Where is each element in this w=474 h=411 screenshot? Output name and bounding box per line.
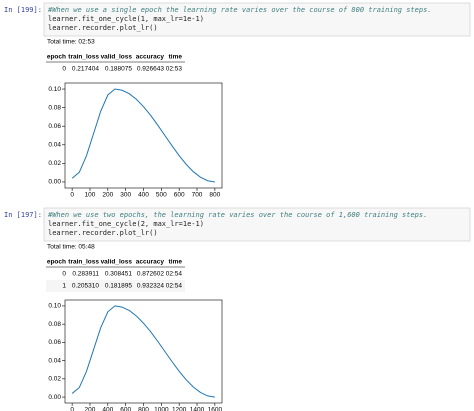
x-tick-label: 1000 [154, 407, 169, 411]
total-time: Total time: 05:48 [47, 244, 95, 251]
table-cell: 0.283911 [72, 271, 99, 278]
y-tick-label: 0.00 [48, 179, 61, 186]
plot-frame [64, 299, 223, 404]
x-tick-label: 100 [85, 192, 96, 199]
table-cell: 02:54 [166, 283, 183, 290]
x-tick-label: 600 [120, 407, 131, 411]
table-cell: 0.217404 [72, 66, 99, 73]
x-tick-label: 800 [138, 407, 149, 411]
total-time: Total time: 02:53 [47, 39, 95, 46]
y-tick-label: 0.00 [48, 394, 61, 401]
y-tick-label: 0.02 [48, 160, 61, 167]
y-tick-label: 0.04 [48, 357, 61, 364]
prompt: In [199]: [4, 6, 42, 14]
y-tick-label: 0.10 [48, 303, 61, 310]
x-tick-label: 400 [138, 192, 149, 199]
plot-frame [64, 82, 223, 189]
row-stripe [46, 280, 185, 292]
x-tick-label: 1200 [172, 407, 187, 411]
table-cell: 0.188075 [105, 66, 132, 73]
table-cell: 0.181895 [105, 283, 132, 290]
y-tick-label: 0.06 [48, 339, 61, 346]
table-cell: 0.926643 [137, 66, 164, 73]
x-tick-label: 200 [102, 192, 113, 199]
y-tick-label: 0.08 [48, 104, 61, 111]
table-cell: 0.205310 [72, 283, 99, 290]
x-tick-label: 800 [209, 192, 220, 199]
table-header: epoch [47, 259, 66, 266]
table-cell: 0.308451 [105, 271, 132, 278]
code-line: #When we use a single epoch the learning… [47, 6, 432, 14]
x-tick-label: 400 [102, 407, 113, 411]
table-header: train_loss [68, 259, 99, 266]
code-cell[interactable] [43, 2, 471, 37]
x-tick-label: 0 [70, 407, 74, 411]
x-tick-label: 1600 [208, 407, 223, 411]
lr-curve [71, 305, 215, 398]
table-cell: 0 [62, 66, 66, 73]
lr-curve [71, 88, 215, 183]
table-cell: 1 [62, 283, 66, 290]
y-tick-label: 0.10 [48, 86, 61, 93]
x-tick-label: 600 [174, 192, 185, 199]
code-line: learner.fit_one_cycle(2, max_lr=1e-1) [48, 220, 204, 228]
prompt: In [197]: [4, 211, 42, 219]
y-tick-label: 0.08 [48, 321, 61, 328]
table-cell: 0.872602 [137, 271, 164, 278]
table-header: accuracy [136, 259, 165, 266]
y-tick-label: 0.06 [48, 123, 61, 130]
table-header: valid_loss [101, 259, 133, 266]
code-line: #When we use two epochs, the learning ra… [47, 211, 427, 219]
x-tick-label: 0 [70, 192, 74, 199]
x-tick-label: 700 [192, 192, 203, 199]
y-tick-label: 0.02 [48, 376, 61, 383]
code-cell[interactable] [43, 207, 471, 242]
x-tick-label: 500 [156, 192, 167, 199]
table-cell: 02:54 [166, 271, 183, 278]
code-line: learner.fit_one_cycle(1, max_lr=1e-1) [48, 15, 204, 23]
x-tick-label: 300 [120, 192, 131, 199]
x-tick-label: 1400 [190, 407, 205, 411]
table-cell: 0.932324 [137, 283, 164, 290]
table-header: epoch [47, 54, 66, 61]
table-header: train_loss [68, 54, 99, 61]
table-cell: 0 [62, 271, 66, 278]
table-header: time [169, 259, 183, 266]
table-header: accuracy [136, 54, 165, 61]
x-tick-label: 200 [85, 407, 96, 411]
table-header: time [169, 54, 183, 61]
table-cell: 02:53 [166, 66, 183, 73]
y-tick-label: 0.04 [48, 142, 61, 149]
code-line: learner.recorder.plot_lr() [48, 24, 158, 32]
code-line: learner.recorder.plot_lr() [48, 229, 158, 237]
table-header: valid_loss [101, 54, 133, 61]
